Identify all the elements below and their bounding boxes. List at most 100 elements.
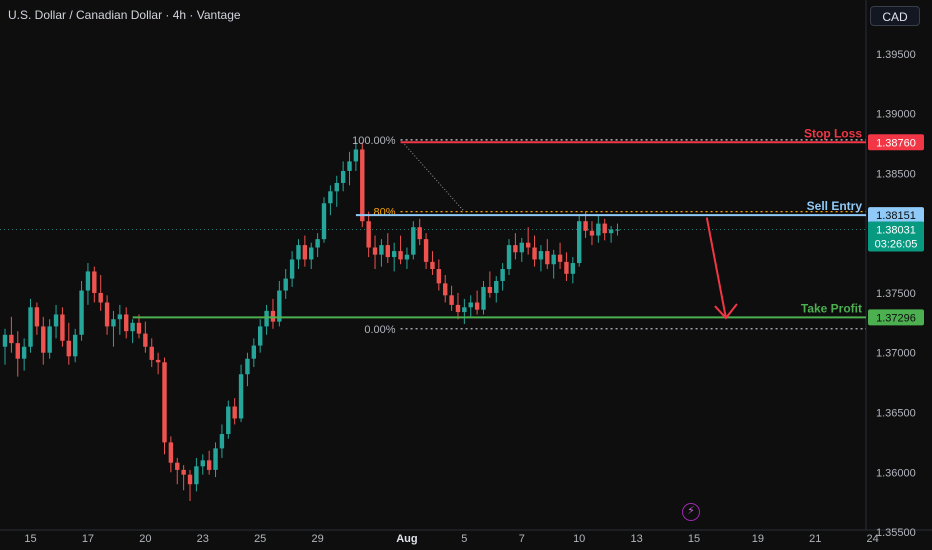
candle-body <box>149 346 154 360</box>
x-tick-label: 7 <box>519 533 525 545</box>
countdown-label: 03:26:05 <box>875 238 918 250</box>
candle-body <box>155 359 161 363</box>
candle-body <box>168 442 174 463</box>
candle-body <box>309 247 314 260</box>
candle-body <box>328 191 333 204</box>
candle-body <box>455 304 461 313</box>
level-price-label: 1.38760 <box>876 137 916 149</box>
candle-body <box>245 358 250 375</box>
forecast-arrow-line <box>705 217 727 319</box>
candle-body <box>264 310 269 327</box>
candle-body <box>423 239 429 262</box>
candle-body <box>251 345 257 359</box>
candle-body <box>513 245 518 253</box>
candle-body <box>181 469 186 475</box>
candle-body <box>608 229 614 234</box>
candle-body <box>66 340 71 357</box>
candle-body <box>570 263 576 274</box>
candle-body <box>136 322 142 334</box>
candle-body <box>143 333 148 347</box>
current-price-box <box>868 221 924 252</box>
candle-body <box>449 295 454 305</box>
forecast-arrow-head <box>714 303 738 320</box>
x-tick-label: 21 <box>809 533 821 545</box>
y-tick-label: 1.36500 <box>876 408 916 420</box>
y-tick-label: 1.35500 <box>876 527 916 539</box>
candle-body <box>21 346 27 359</box>
candle-body <box>545 251 550 265</box>
candle-body <box>334 182 339 192</box>
x-tick-label: 5 <box>461 533 467 545</box>
candle-body <box>353 149 359 162</box>
candle-body <box>602 223 607 234</box>
candle-body <box>347 161 352 171</box>
candle-body <box>506 245 512 270</box>
x-tick-label: 24 <box>867 533 879 545</box>
x-tick-label: 19 <box>752 533 764 545</box>
candle-body <box>162 362 167 443</box>
current-price-label: 1.38031 <box>876 224 916 236</box>
candle-body <box>379 245 384 255</box>
x-tick-label: 15 <box>688 533 700 545</box>
y-tick-label: 1.36000 <box>876 467 916 479</box>
fib-level-label: 80% <box>374 207 396 219</box>
y-tick-label: 1.37000 <box>876 348 916 360</box>
x-tick-label: 15 <box>24 533 36 545</box>
candle-body <box>538 251 544 260</box>
candle-body <box>187 474 193 485</box>
candle-body <box>15 343 20 359</box>
candle-body <box>200 460 205 467</box>
fib-level-label: 100.00% <box>352 135 396 147</box>
candle-body <box>411 227 416 255</box>
level-price-box <box>868 309 924 326</box>
level-label: Sell Entry <box>807 199 863 213</box>
candle-body <box>551 254 556 265</box>
candle-body <box>226 406 231 435</box>
candle-body <box>474 302 480 310</box>
candle-body <box>104 302 110 327</box>
lightning-icon[interactable]: ⚡ <box>682 503 700 521</box>
currency-button[interactable]: CAD <box>870 6 920 26</box>
candle-body <box>283 278 288 291</box>
candle-body <box>398 251 403 260</box>
candle-body <box>315 239 320 248</box>
x-tick-label: 17 <box>82 533 94 545</box>
candle-body <box>404 254 410 260</box>
chart-title: U.S. Dollar / Canadian Dollar · 4h · Van… <box>8 8 241 22</box>
candle-body <box>366 221 371 248</box>
candle-body <box>417 227 422 240</box>
candle-body <box>436 269 442 284</box>
candle-body <box>130 322 135 332</box>
candle-body <box>9 334 14 344</box>
x-tick-label: 23 <box>197 533 209 545</box>
level-price-box <box>868 134 924 151</box>
candle-body <box>53 314 59 327</box>
x-tick-label: Aug <box>396 533 417 545</box>
y-tick-label: 1.37500 <box>876 288 916 300</box>
x-tick-label: 25 <box>254 533 266 545</box>
x-tick-label: 13 <box>630 533 642 545</box>
candle-body <box>481 286 486 310</box>
x-tick-label: 29 <box>311 533 323 545</box>
candle-body <box>494 280 499 293</box>
candle-body <box>577 221 582 264</box>
candle-body <box>500 269 505 281</box>
candle-body <box>72 334 78 357</box>
candle-body <box>583 221 588 231</box>
candle-body <box>289 259 295 279</box>
candle-body <box>258 326 263 346</box>
y-tick-label: 1.39500 <box>876 49 916 61</box>
candle-body <box>270 310 276 322</box>
candle-body <box>525 242 531 248</box>
candle-body <box>532 247 537 260</box>
candle-body <box>589 230 595 236</box>
candle-body <box>277 290 282 322</box>
fib-trend-line <box>400 139 465 212</box>
candle-body <box>557 254 563 262</box>
candle-body <box>487 286 493 293</box>
candle-body <box>60 314 65 341</box>
candle-body <box>79 290 84 335</box>
candle-body <box>360 149 365 222</box>
candle-body <box>213 448 218 470</box>
